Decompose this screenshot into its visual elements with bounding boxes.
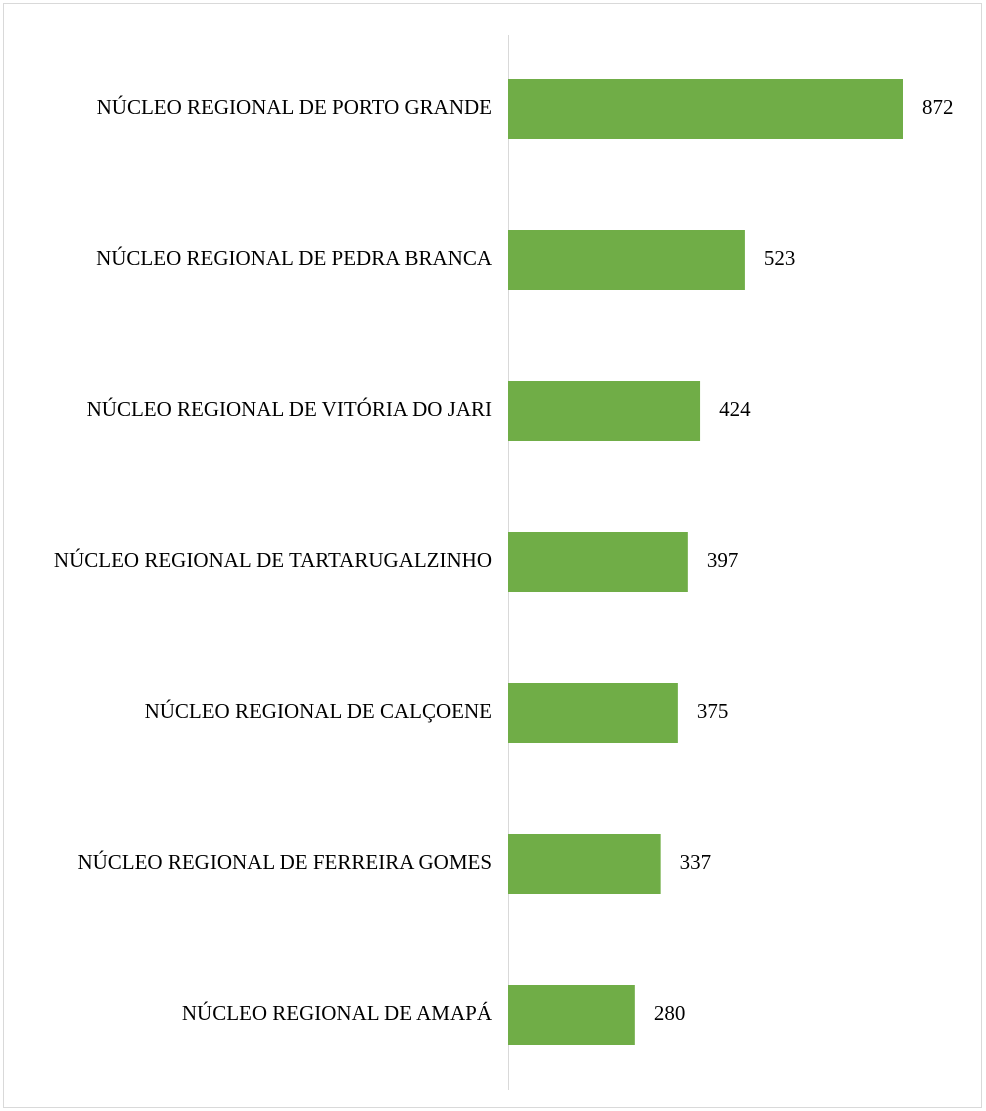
bar <box>508 834 661 894</box>
data-label: 397 <box>707 548 739 572</box>
y-tick-label: NÚCLEO REGIONAL DE PORTO GRANDE <box>97 95 492 119</box>
y-tick-label: NÚCLEO REGIONAL DE TARTARUGALZINHO <box>54 548 492 572</box>
y-tick-label: NÚCLEO REGIONAL DE PEDRA BRANCA <box>96 246 493 270</box>
data-label: 523 <box>764 246 796 270</box>
data-label: 280 <box>654 1001 686 1025</box>
data-label: 337 <box>680 850 712 874</box>
y-tick-label: NÚCLEO REGIONAL DE AMAPÁ <box>182 1001 493 1025</box>
y-tick-label: NÚCLEO REGIONAL DE CALÇOENE <box>145 699 492 723</box>
data-label: 872 <box>922 95 954 119</box>
bar <box>508 79 903 139</box>
bar <box>508 683 678 743</box>
bar <box>508 985 635 1045</box>
data-label: 424 <box>719 397 751 421</box>
bar <box>508 230 745 290</box>
y-tick-label: NÚCLEO REGIONAL DE FERREIRA GOMES <box>77 850 492 874</box>
bar <box>508 532 688 592</box>
y-tick-label: NÚCLEO REGIONAL DE VITÓRIA DO JARI <box>87 397 492 421</box>
data-label: 375 <box>697 699 729 723</box>
bar <box>508 381 701 441</box>
chart-border <box>3 3 982 1108</box>
